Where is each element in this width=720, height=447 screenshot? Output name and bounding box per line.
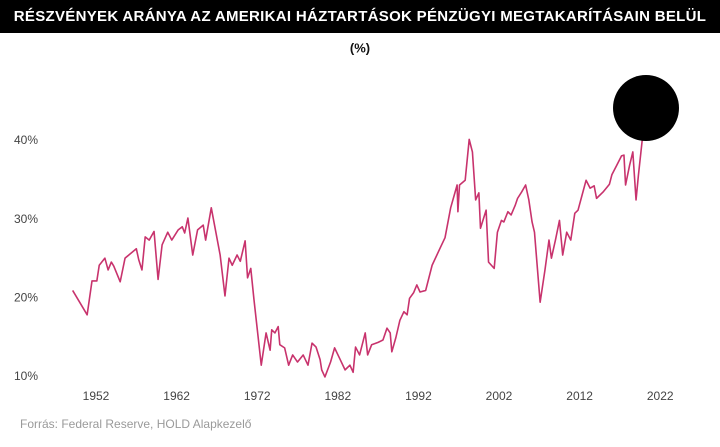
x-tick-label: 2002 bbox=[486, 389, 513, 403]
plot-area: 10% 20% 30% 40% 1952 1962 1972 1982 1992 2002 2012… bbox=[14, 107, 674, 403]
x-tick-label: 1982 bbox=[324, 389, 351, 403]
chart-subtitle: (%) bbox=[350, 40, 370, 55]
y-tick-label: 20% bbox=[14, 290, 38, 304]
chart-title: RÉSZVÉNYEK ARÁNYA AZ AMERIKAI HÁZTARTÁSO… bbox=[14, 8, 706, 25]
x-tick-label: 1962 bbox=[163, 389, 190, 403]
y-tick-label: 10% bbox=[14, 369, 38, 383]
x-tick-label: 2022 bbox=[647, 389, 674, 403]
y-tick-label: 40% bbox=[14, 133, 38, 147]
x-tick-label: 1992 bbox=[405, 389, 432, 403]
title-bar bbox=[0, 0, 720, 33]
x-tick-label: 1952 bbox=[83, 389, 110, 403]
data-line bbox=[71, 107, 647, 378]
source-note: Forrás: Federal Reserve, HOLD Alapkezelő bbox=[20, 417, 252, 431]
x-tick-label: 1972 bbox=[244, 389, 271, 403]
y-tick-label: 30% bbox=[14, 212, 38, 226]
x-tick-label: 2012 bbox=[566, 389, 593, 403]
highlight-dot bbox=[613, 75, 679, 141]
